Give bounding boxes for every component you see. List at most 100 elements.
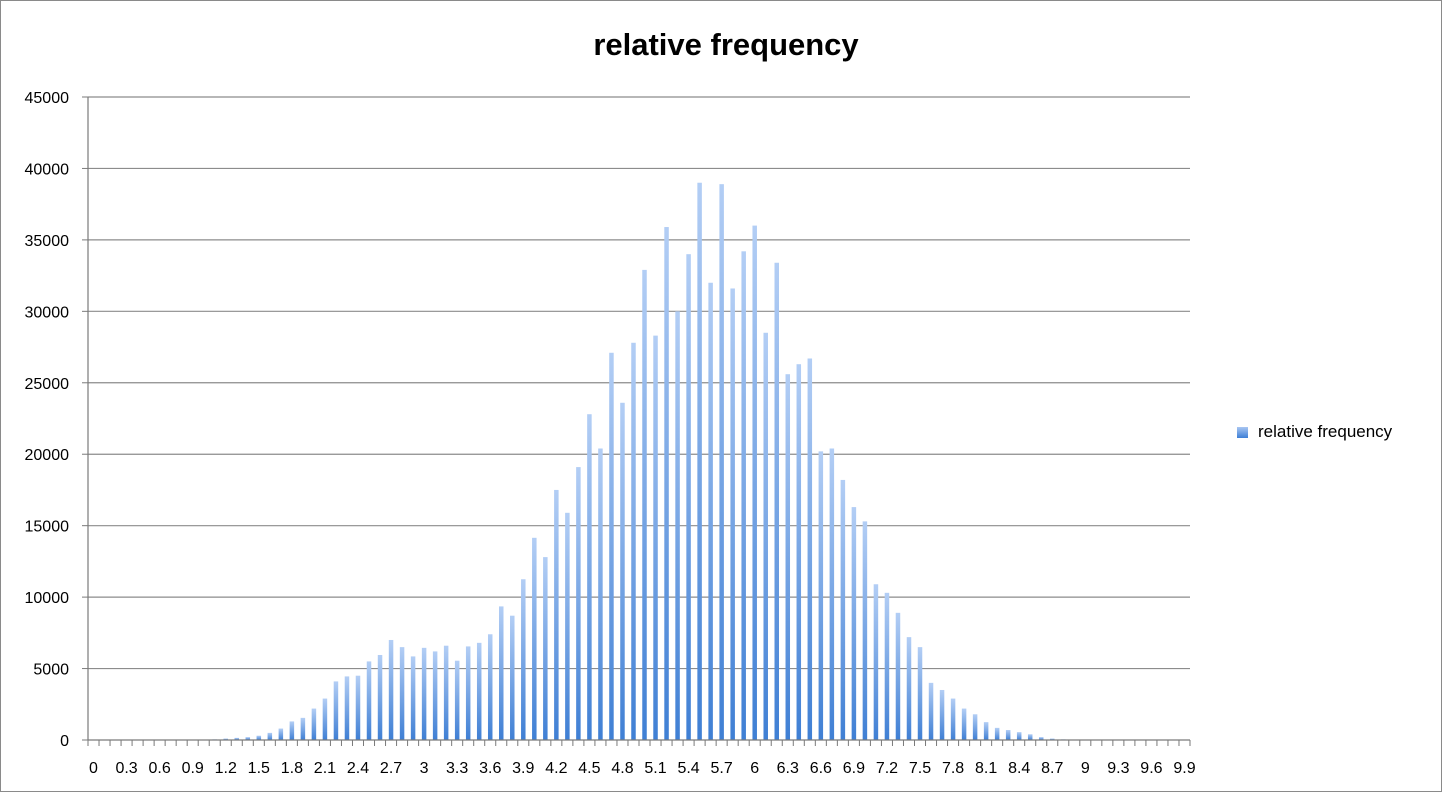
x-tick-label: 8.4 <box>1008 760 1030 777</box>
bar <box>344 676 350 740</box>
bar <box>983 722 989 740</box>
bar <box>884 592 890 740</box>
y-tick-label: 15000 <box>25 519 70 536</box>
bar <box>807 358 813 740</box>
x-tick-label: 0 <box>89 760 98 777</box>
x-tick-label: 3 <box>420 760 429 777</box>
bar <box>796 364 802 740</box>
x-tick-label: 2.4 <box>347 760 369 777</box>
bar <box>355 675 361 740</box>
bar <box>289 721 295 740</box>
x-tick-label: 6.6 <box>810 760 832 777</box>
x-tick-label: 9 <box>1081 760 1090 777</box>
bar <box>410 656 416 740</box>
x-tick-label: 8.1 <box>975 760 997 777</box>
bar <box>565 512 570 740</box>
x-tick-label: 6.3 <box>777 760 799 777</box>
y-tick-label: 45000 <box>25 90 70 107</box>
bar <box>950 698 956 740</box>
x-tick-label: 4.5 <box>578 760 600 777</box>
x-tick-label: 4.2 <box>545 760 567 777</box>
x-tick-label: 0.9 <box>182 760 204 777</box>
bar <box>554 489 559 740</box>
bar <box>763 332 768 740</box>
bar <box>443 645 449 740</box>
bar <box>399 647 405 740</box>
bar <box>730 288 735 740</box>
bar <box>752 225 757 741</box>
bar <box>499 606 504 740</box>
bar <box>476 642 482 740</box>
bar <box>300 717 306 740</box>
bar <box>928 682 934 740</box>
bar <box>906 637 912 740</box>
bar <box>620 402 625 740</box>
bar <box>388 639 394 740</box>
bar <box>631 342 636 740</box>
bar <box>487 634 493 740</box>
bar <box>851 507 857 740</box>
x-tick-label: 7.2 <box>876 760 898 777</box>
bar <box>741 251 746 740</box>
x-tick-label: 5.4 <box>677 760 699 777</box>
bar <box>587 414 592 740</box>
y-tick-label: 35000 <box>25 233 70 250</box>
bar <box>774 262 779 740</box>
x-tick-label: 9.6 <box>1140 760 1162 777</box>
bar <box>994 727 1000 740</box>
y-tick-label: 40000 <box>25 161 70 178</box>
bar <box>245 737 251 740</box>
x-tick-label: 4.8 <box>611 760 633 777</box>
bar <box>521 579 526 740</box>
legend-swatch <box>1237 426 1248 438</box>
bar <box>697 182 702 740</box>
bar <box>278 728 284 740</box>
x-tick-label: 3.6 <box>479 760 501 777</box>
bar <box>432 651 438 740</box>
bar <box>256 735 262 740</box>
bar <box>675 311 680 740</box>
bar <box>510 615 515 740</box>
bar <box>609 352 614 740</box>
x-tick-label: 5.7 <box>711 760 733 777</box>
bar <box>576 467 581 740</box>
x-tick-label: 7.8 <box>942 760 964 777</box>
bar <box>322 698 328 740</box>
bar <box>895 612 901 740</box>
bar <box>267 732 273 740</box>
y-tick-label: 20000 <box>25 447 70 464</box>
x-tick-label: 9.9 <box>1173 760 1195 777</box>
bar <box>454 660 460 740</box>
x-tick-label: 3.3 <box>446 760 468 777</box>
bar <box>653 335 658 740</box>
x-tick-label: 2.1 <box>314 760 336 777</box>
legend-label: relative frequency <box>1258 422 1393 441</box>
bar <box>543 557 548 740</box>
bar <box>818 451 824 740</box>
y-tick-label: 0 <box>60 733 69 750</box>
x-tick-label: 6.9 <box>843 760 865 777</box>
bar <box>1005 729 1011 740</box>
y-tick-label: 5000 <box>33 662 69 679</box>
bar <box>708 282 713 740</box>
bar <box>366 661 372 740</box>
x-tick-label: 1.8 <box>281 760 303 777</box>
bar <box>377 654 383 740</box>
bar <box>1016 732 1022 740</box>
x-tick-label: 5.1 <box>644 760 666 777</box>
x-tick-label: 8.7 <box>1041 760 1063 777</box>
bar <box>873 584 879 740</box>
bar <box>1038 737 1044 740</box>
x-tick-label: 9.3 <box>1107 760 1129 777</box>
y-tick-label: 25000 <box>25 376 70 393</box>
bar <box>939 689 945 740</box>
bar <box>532 537 537 740</box>
x-tick-label: 1.5 <box>248 760 270 777</box>
bar <box>917 647 923 740</box>
bar <box>642 269 647 740</box>
bar <box>465 646 471 740</box>
x-tick-label: 6 <box>750 760 759 777</box>
bar <box>785 374 791 740</box>
